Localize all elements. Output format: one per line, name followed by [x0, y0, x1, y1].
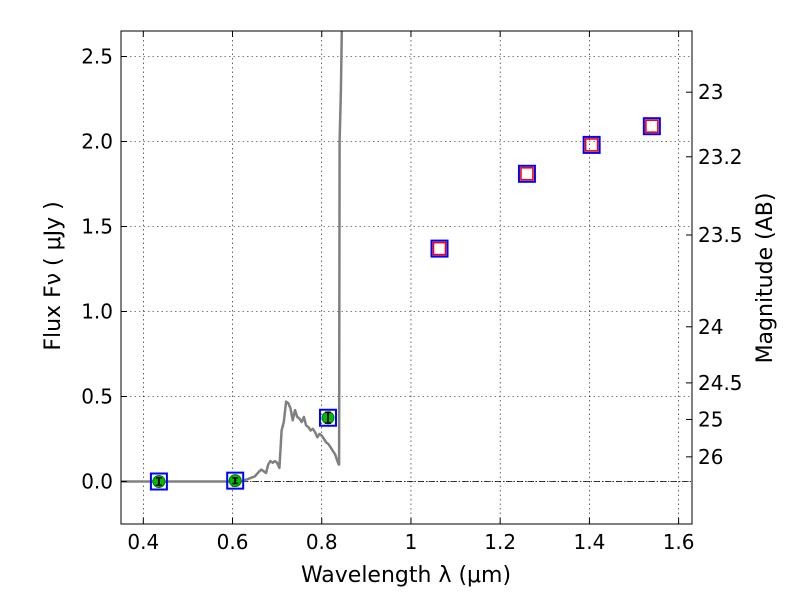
predicted-flux-square: [645, 119, 659, 133]
x-tick-label: 0.4: [127, 530, 159, 554]
right-tick-label: 23.5: [698, 223, 743, 247]
x-tick-label: 1: [405, 530, 418, 554]
y-axis-ticks: 0.0 0.5 1.0 1.5 2.0 2.5: [81, 45, 127, 494]
predicted-flux-square: [584, 138, 599, 152]
series-model-sed: [121, 31, 344, 483]
plot-series: [121, 31, 661, 491]
predicted-flux-square: [520, 167, 534, 181]
model-flux-square: [517, 164, 536, 183]
grid: [121, 31, 692, 524]
x-tick-label: 0.6: [217, 530, 249, 554]
model-flux-square: [318, 408, 337, 427]
right-axis-label: Magnitude (AB): [753, 193, 778, 364]
series-model-photometry: [149, 117, 661, 491]
y-tick-label: 1.5: [81, 215, 113, 239]
series-observed: [152, 411, 335, 488]
right-tick-label: 23: [698, 80, 723, 104]
model-flux-square: [149, 472, 168, 491]
x-tick-label: 1.6: [663, 530, 695, 554]
predicted-flux-square: [432, 241, 447, 256]
right-tick-label: 24.5: [698, 371, 743, 395]
model-flux-square: [226, 471, 245, 490]
y-tick-label: 0.0: [81, 470, 113, 494]
x-axis-label: Wavelength λ (μm): [301, 563, 511, 588]
right-tick-label: 25: [698, 407, 723, 431]
y-tick-label: 0.5: [81, 385, 113, 409]
right-tick-label: 26: [698, 445, 723, 469]
plot-frame: [120, 30, 693, 525]
model-flux-square: [582, 135, 601, 154]
y-tick-label: 2.5: [81, 45, 113, 69]
x-tick-label: 0.8: [306, 530, 338, 554]
series-upper-limit-predicted-flux: [432, 119, 659, 256]
model-sed-line: [121, 31, 344, 483]
right-tick-label: 24: [698, 315, 723, 339]
model-flux-square: [642, 117, 661, 136]
y-axis-label: Flux Fν ( μJy ): [41, 201, 66, 350]
right-axis-ticks: 23 23.2 23.5 24 24.5 25 26: [686, 80, 743, 469]
y-tick-label: 1.0: [81, 300, 113, 324]
x-tick-label: 1.4: [573, 530, 605, 554]
model-flux-square: [430, 239, 449, 258]
y-tick-label: 2.0: [81, 130, 113, 154]
x-tick-label: 1.2: [484, 530, 516, 554]
x-axis-ticks: 0.4 0.6 0.8 1 1.2 1.4 1.6: [127, 31, 695, 554]
right-tick-label: 23.2: [698, 145, 743, 169]
